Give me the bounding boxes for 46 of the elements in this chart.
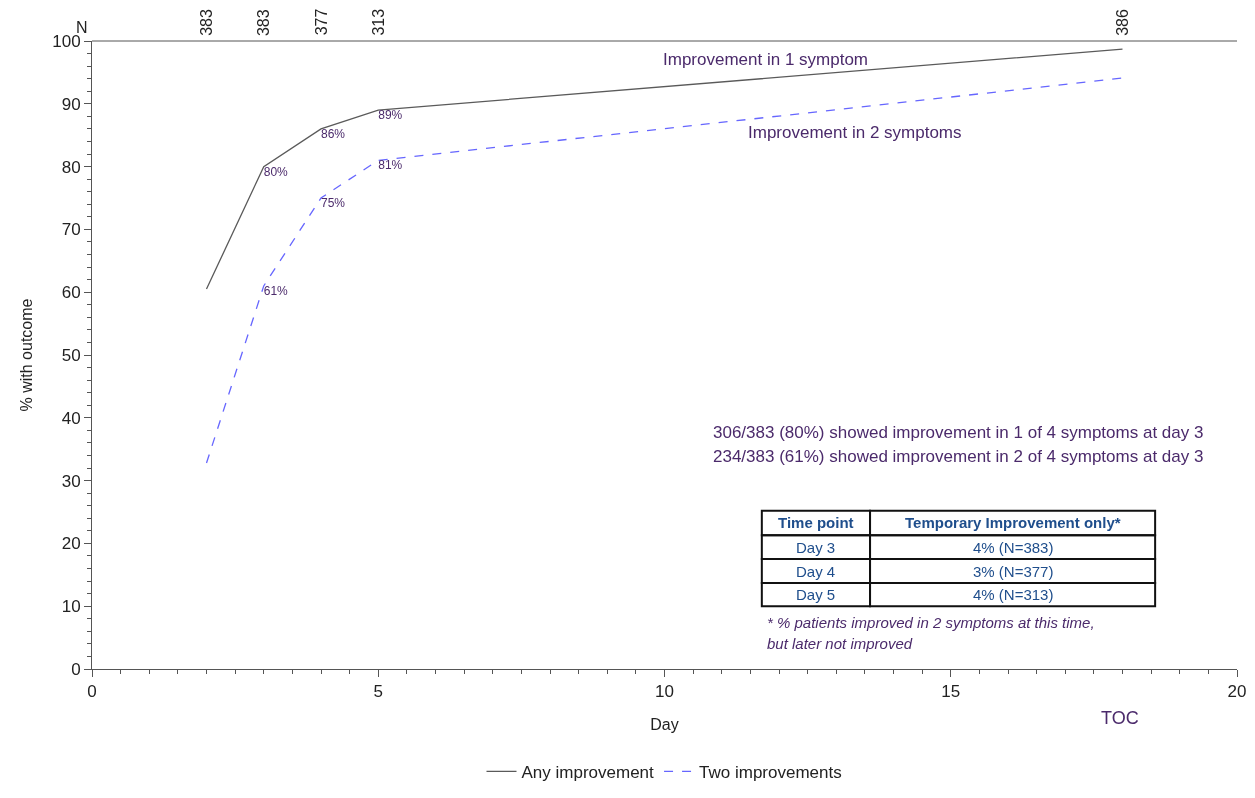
annotation: Improvement in 2 symptoms [748,123,962,142]
y-tick-label: 40 [61,408,81,428]
annotation: 306/383 (80%) showed improvement in 1 of 4 symptoms at day 3 [713,423,1204,442]
annotation: 3% (N=377) [973,563,1054,580]
text: 383 [198,9,216,36]
annotation: Day 4 [796,563,836,580]
text: 313 [369,8,387,36]
data-label: 89% [378,108,403,123]
y-tick-label: 80 [61,157,81,177]
x-tick-label: 5 [373,682,383,702]
annotation: 4% (N=383) [973,539,1054,556]
annotation: 4% (N=313) [973,586,1054,603]
data-label: 75% [321,196,346,210]
annotation: Temporary Improvement only* [905,514,1121,531]
annotation: Time point [778,514,854,531]
x-tick-label: 0 [87,682,97,702]
annotation: Day 5 [796,586,836,603]
text: N [76,19,88,36]
annotation: 234/383 (61%) showed improvement in 2 of 4 symptoms at day 3 [713,447,1204,466]
annotation: Improvement in 1 symptom [663,50,869,69]
y-tick-label: 20 [61,534,81,554]
y-tick-label: 60 [61,283,81,303]
text: 386 [1114,9,1132,36]
data-label: 80% [263,164,289,179]
legend-label: Any improvement [521,762,655,782]
y-tick-label: 10 [61,597,81,617]
y-tick-label: 50 [61,345,81,365]
y-tick-label: 90 [61,94,81,114]
text: 383 [255,9,273,37]
annotation: but later not improved [767,635,913,652]
x-tick-label: 20 [1227,682,1247,702]
x-tick-label: 10 [655,682,674,702]
y-tick-label: 30 [61,471,81,491]
y-tick-label: 0 [71,659,81,679]
text: 377 [312,8,330,36]
data-label: 61% [263,283,289,298]
x-tick-label: 15 [941,682,961,702]
annotation: Day 3 [796,539,836,556]
data-label: 81% [378,158,403,173]
data-label: 86% [321,126,346,141]
annotation: * % patients improved in 2 symptoms at this time, [767,614,1095,631]
legend-label: Two improvements [699,762,842,782]
text: TOC [1101,708,1139,728]
y-tick-label: 70 [61,220,81,240]
y-axis-title: % with outcome [18,298,36,412]
x-axis-title: Day [650,716,679,734]
